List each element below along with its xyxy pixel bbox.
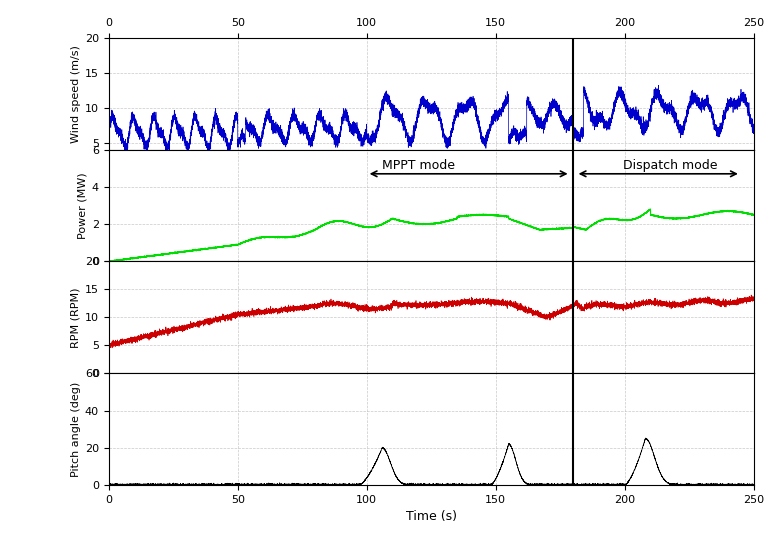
Y-axis label: RPM (RPM): RPM (RPM) — [71, 287, 81, 348]
Y-axis label: Wind speed (m/s): Wind speed (m/s) — [71, 45, 81, 143]
Text: Dispatch mode: Dispatch mode — [622, 159, 717, 172]
Y-axis label: Pitch angle (deg): Pitch angle (deg) — [71, 382, 81, 477]
Y-axis label: Power (MW): Power (MW) — [78, 172, 88, 239]
Text: MPPT mode: MPPT mode — [382, 159, 455, 172]
X-axis label: Time (s): Time (s) — [406, 510, 457, 523]
